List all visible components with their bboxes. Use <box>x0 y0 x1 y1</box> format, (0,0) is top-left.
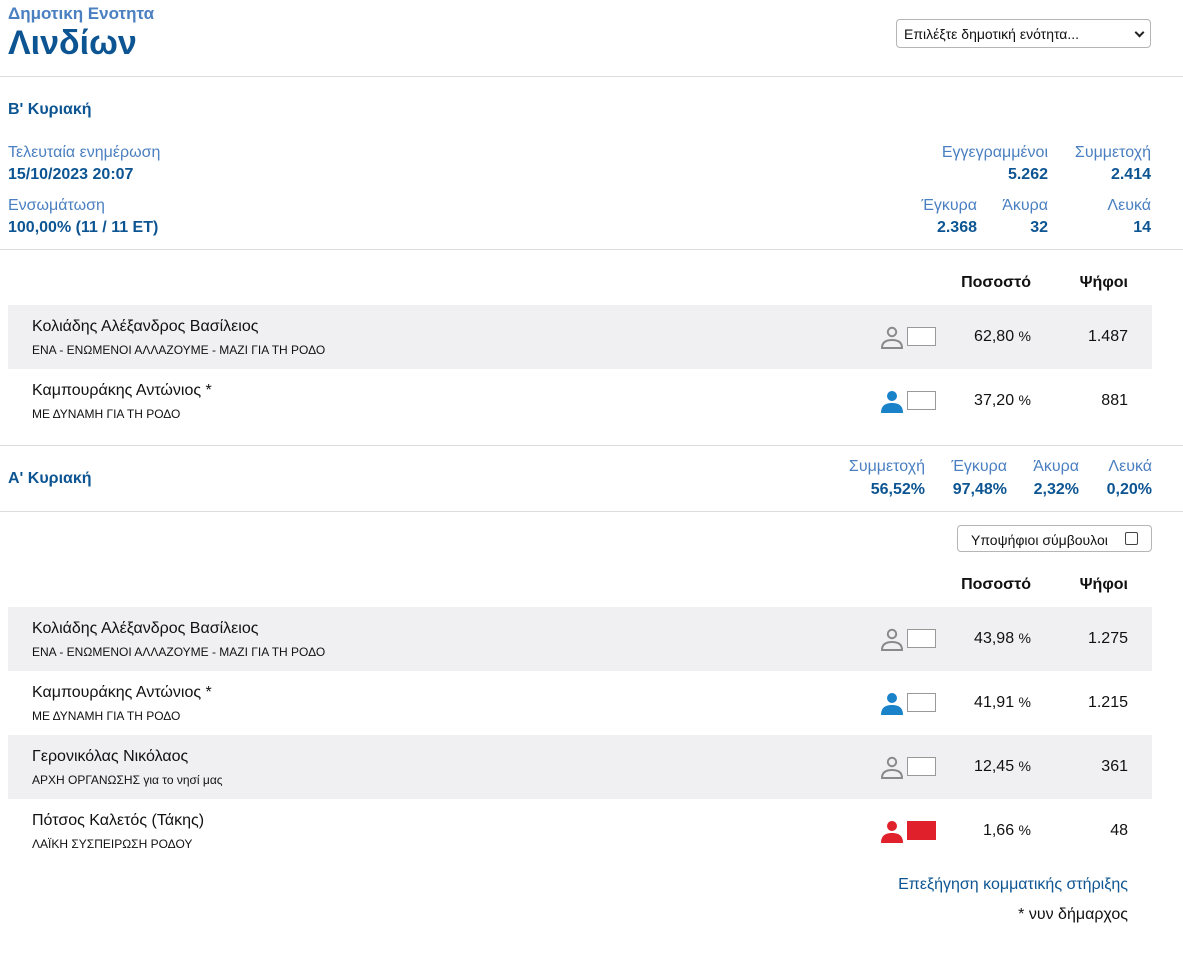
candidate-row: Καμπουράκης Αντώνιος * ΜΕ ΔΥΝΑΜΗ ΓΙΑ ΤΗ Ρ… <box>8 369 1152 433</box>
candidate-party: ΑΡΧΗ ΟΡΓΑΝΩΣΗΣ για το νησί μας <box>32 773 223 787</box>
percent-value: 43,98 <box>974 630 1015 647</box>
round2-col-percent: Ποσοστό <box>961 274 1031 291</box>
round1-blank-value: 0,20% <box>1106 481 1152 498</box>
candidate-percent: 62,80 % <box>928 328 1031 346</box>
candidate-percent: 37,20 % <box>928 392 1031 410</box>
candidate-votes: 1.275 <box>1087 630 1128 647</box>
valid-label: Έγκυρα <box>921 197 977 214</box>
candidate-votes: 361 <box>1101 758 1128 775</box>
candidate-name: Γερονικόλας Νικόλαος <box>32 748 189 765</box>
candidate-votes: 1.487 <box>1087 328 1128 345</box>
round1-turnout-value: 56,52% <box>870 481 925 498</box>
round2-label: Β' Κυριακή <box>8 101 92 118</box>
person-icon <box>880 691 904 715</box>
percent-value: 12,45 <box>974 758 1015 775</box>
turnout-value: 2.414 <box>1110 166 1151 183</box>
candidate-row: Καμπουράκης Αντώνιος * ΜΕ ΔΥΝΑΜΗ ΓΙΑ ΤΗ Ρ… <box>8 671 1152 735</box>
round1-invalid-label: Άκυρα <box>1033 458 1079 475</box>
percent-value: 62,80 <box>974 328 1015 345</box>
candidate-percent: 12,45 % <box>928 758 1031 776</box>
candidate-party: ΕΝΑ - ΕΝΩΜΕΝΟΙ ΑΛΛΑΖΟΥΜΕ - ΜΑΖΙ ΓΙΑ ΤΗ Ρ… <box>32 645 326 659</box>
party-support-explanation-link[interactable]: Επεξήγηση κομματικής στήριξης <box>898 876 1128 893</box>
integration-label: Ενσωμάτωση <box>8 197 105 214</box>
candidate-percent: 1,66 % <box>928 822 1031 840</box>
percent-unit: % <box>1018 630 1031 646</box>
party-color-swatch <box>907 327 936 346</box>
candidate-row: Κολιάδης Αλέξανδρος Βασίλειος ΕΝΑ - ΕΝΩΜΕ… <box>8 305 1152 369</box>
round1-turnout-label: Συμμετοχή <box>848 458 925 475</box>
candidate-party: ΛΑΪΚΗ ΣΥΣΠΕΙΡΩΣΗ ΡΟΔΟΥ <box>32 837 193 851</box>
unit-type-label: Δημοτικη Ενοτητα <box>8 4 155 23</box>
divider <box>0 511 1183 512</box>
candidate-row: Κολιάδης Αλέξανδρος Βασίλειος ΕΝΑ - ΕΝΩΜΕ… <box>8 607 1152 671</box>
party-color-swatch <box>907 757 936 776</box>
candidate-name: Καμπουράκης Αντώνιος * <box>32 684 212 701</box>
percent-value: 41,91 <box>974 694 1015 711</box>
checkbox-icon[interactable] <box>1125 532 1138 545</box>
registered-label: Εγγεγραμμένοι <box>941 144 1048 161</box>
round1-col-votes: Ψήφοι <box>1079 576 1128 593</box>
candidate-name: Κολιάδης Αλέξανδρος Βασίλειος <box>32 620 259 637</box>
valid-value: 2.368 <box>936 219 977 236</box>
candidate-councillors-toggle[interactable]: Υποψήφιοι σύμβουλοι <box>957 525 1152 552</box>
turnout-label: Συμμετοχή <box>1074 144 1151 161</box>
candidate-name: Κολιάδης Αλέξανδρος Βασίλειος <box>32 318 259 335</box>
registered-value: 5.262 <box>1007 166 1048 183</box>
round1-label: Α' Κυριακή <box>8 470 92 487</box>
round1-invalid-value: 2,32% <box>1033 481 1079 498</box>
page-header: Δημοτικη Ενοτητα Λινδίων Επιλέξτε δημοτι… <box>0 0 1183 77</box>
blank-value: 14 <box>1133 219 1151 236</box>
percent-unit: % <box>1018 694 1031 710</box>
person-icon <box>880 819 904 843</box>
round1-blank-label: Λευκά <box>1108 458 1152 475</box>
candidate-name: Πότσος Καλετός (Τάκης) <box>32 812 205 829</box>
round2-col-votes: Ψήφοι <box>1079 274 1128 291</box>
candidate-votes: 881 <box>1101 392 1128 409</box>
divider <box>0 249 1183 250</box>
round1-col-percent: Ποσοστό <box>961 576 1031 593</box>
toggle-label: Υποψήφιοι σύμβουλοι <box>971 532 1108 548</box>
candidate-percent: 41,91 % <box>928 694 1031 712</box>
integration-value: 100,00% (11 / 11 ΕΤ) <box>8 219 159 236</box>
person-icon <box>880 627 904 651</box>
percent-value: 37,20 <box>974 392 1015 409</box>
municipal-unit-select[interactable]: Επιλέξτε δημοτική ενότητα... <box>896 19 1151 48</box>
candidate-votes: 1.215 <box>1087 694 1128 711</box>
candidate-percent: 43,98 % <box>928 630 1031 648</box>
candidate-votes: 48 <box>1110 822 1128 839</box>
blank-label: Λευκά <box>1107 197 1151 214</box>
round1-valid-label: Έγκυρα <box>951 458 1007 475</box>
percent-value: 1,66 <box>982 822 1015 839</box>
candidate-name: Καμπουράκης Αντώνιος * <box>32 382 212 399</box>
percent-unit: % <box>1018 822 1031 838</box>
percent-unit: % <box>1018 328 1031 344</box>
person-icon <box>880 755 904 779</box>
candidate-row: Γερονικόλας Νικόλαος ΑΡΧΗ ΟΡΓΑΝΩΣΗΣ για τ… <box>8 735 1152 799</box>
last-update-label: Τελευταία ενημέρωση <box>8 144 161 161</box>
divider <box>0 445 1183 446</box>
invalid-label: Άκυρα <box>1002 197 1048 214</box>
candidate-party: ΜΕ ΔΥΝΑΜΗ ΓΙΑ ΤΗ ΡΟΔΟ <box>32 709 181 723</box>
invalid-value: 32 <box>1030 219 1048 236</box>
candidate-row: Πότσος Καλετός (Τάκης) ΛΑΪΚΗ ΣΥΣΠΕΙΡΩΣΗ Ρ… <box>8 799 1152 863</box>
party-color-swatch <box>907 821 936 840</box>
percent-unit: % <box>1018 758 1031 774</box>
person-icon <box>880 389 904 413</box>
chevron-down-icon <box>1134 27 1145 38</box>
party-color-swatch <box>907 391 936 410</box>
last-update-value: 15/10/2023 20:07 <box>8 166 134 183</box>
party-color-swatch <box>907 693 936 712</box>
mayor-note: * νυν δήμαρχος <box>1018 906 1128 923</box>
page-title: Λινδίων <box>8 24 137 62</box>
select-value: Επιλέξτε δημοτική ενότητα... <box>904 26 1080 42</box>
candidate-party: ΕΝΑ - ΕΝΩΜΕΝΟΙ ΑΛΛΑΖΟΥΜΕ - ΜΑΖΙ ΓΙΑ ΤΗ Ρ… <box>32 343 326 357</box>
party-color-swatch <box>907 629 936 648</box>
candidate-party: ΜΕ ΔΥΝΑΜΗ ΓΙΑ ΤΗ ΡΟΔΟ <box>32 407 181 421</box>
round1-valid-value: 97,48% <box>952 481 1007 498</box>
person-icon <box>880 325 904 349</box>
percent-unit: % <box>1018 392 1031 408</box>
